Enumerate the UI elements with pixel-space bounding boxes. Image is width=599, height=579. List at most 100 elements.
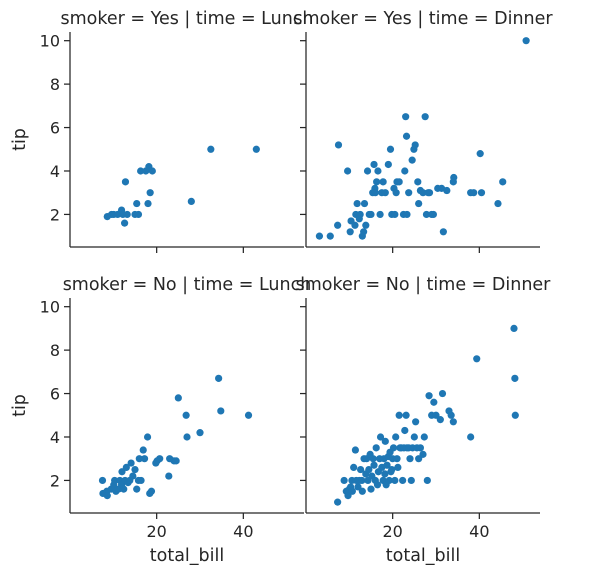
data-point <box>334 221 342 229</box>
x-tick-label: 20 <box>146 522 166 541</box>
data-point <box>111 476 119 485</box>
data-point <box>389 444 398 452</box>
facet-title: smoker = No | time = Dinner <box>296 275 552 295</box>
data-point <box>402 132 411 140</box>
data-point <box>386 145 395 153</box>
data-point <box>407 476 415 485</box>
data-point <box>510 324 518 333</box>
data-point <box>419 450 427 458</box>
data-point <box>415 199 423 208</box>
data-point <box>395 411 403 419</box>
data-point <box>402 411 410 419</box>
data-point <box>351 221 359 229</box>
data-point <box>183 433 191 441</box>
data-point <box>207 145 215 153</box>
data-point <box>499 178 507 186</box>
data-point <box>467 433 475 441</box>
data-point <box>370 461 378 469</box>
data-point <box>391 476 399 485</box>
data-point <box>391 210 399 219</box>
data-point <box>388 465 396 474</box>
data-point <box>340 476 348 485</box>
data-point <box>369 455 377 463</box>
data-point <box>522 37 530 45</box>
data-point <box>346 228 354 236</box>
facet-title: smoker = Yes | time = Lunch <box>60 9 313 29</box>
data-point <box>371 189 379 197</box>
data-point <box>244 411 253 419</box>
data-point <box>425 392 433 400</box>
data-point <box>144 199 152 208</box>
data-point <box>402 113 410 121</box>
data-point <box>422 210 431 219</box>
data-point <box>376 433 385 441</box>
data-point <box>412 418 420 426</box>
data-point <box>450 173 458 182</box>
y-axis-label: tip <box>10 128 30 151</box>
data-point <box>134 210 143 219</box>
data-point <box>315 232 324 240</box>
data-point <box>217 407 225 415</box>
data-point <box>127 459 135 467</box>
data-point <box>215 374 223 382</box>
data-point <box>348 487 356 495</box>
x-axis-label: total_bill <box>150 546 224 566</box>
data-point <box>374 167 382 175</box>
data-point <box>350 463 358 471</box>
data-point <box>439 228 447 236</box>
data-point <box>370 160 378 169</box>
y-axis-label: tip <box>10 394 30 417</box>
data-point <box>403 210 411 219</box>
data-point <box>373 178 381 186</box>
data-point <box>511 411 519 419</box>
data-point <box>405 189 413 197</box>
data-point <box>384 160 392 169</box>
data-point <box>365 465 373 474</box>
facet-title: smoker = Yes | time = Dinner <box>293 9 553 29</box>
data-point <box>373 481 382 489</box>
data-point <box>414 178 422 186</box>
data-point <box>196 429 204 437</box>
data-point <box>425 189 434 197</box>
data-point <box>367 485 375 493</box>
data-point <box>140 455 149 463</box>
data-point <box>511 374 519 382</box>
y-tick-label: 10 <box>40 298 60 317</box>
data-point <box>406 455 414 463</box>
data-point <box>410 433 418 441</box>
y-tick-label: 2 <box>50 471 60 490</box>
y-tick-label: 8 <box>50 341 60 360</box>
data-point <box>148 167 156 175</box>
data-point <box>477 189 486 197</box>
data-point <box>137 476 145 485</box>
data-point <box>408 156 416 164</box>
data-point <box>165 472 173 480</box>
data-point <box>143 433 152 441</box>
x-tick-label: 40 <box>469 522 489 541</box>
x-tick-label: 20 <box>382 522 402 541</box>
data-point <box>392 433 400 441</box>
data-point <box>401 426 409 435</box>
y-tick-label: 6 <box>50 119 60 138</box>
data-point <box>421 113 429 121</box>
data-point <box>334 498 342 506</box>
data-point <box>156 455 164 463</box>
data-point <box>122 463 130 471</box>
data-point <box>395 178 403 186</box>
data-point <box>411 141 419 149</box>
data-point <box>393 455 401 463</box>
data-point <box>367 210 375 219</box>
data-point <box>133 485 141 493</box>
data-point <box>438 389 447 398</box>
data-point <box>334 141 343 149</box>
data-point <box>326 232 334 240</box>
data-point <box>139 446 147 454</box>
data-point <box>147 487 156 495</box>
data-point <box>476 150 484 158</box>
data-point <box>137 167 145 175</box>
data-point <box>131 465 139 474</box>
data-point <box>174 394 182 402</box>
data-point <box>430 398 438 406</box>
data-point <box>401 167 409 175</box>
